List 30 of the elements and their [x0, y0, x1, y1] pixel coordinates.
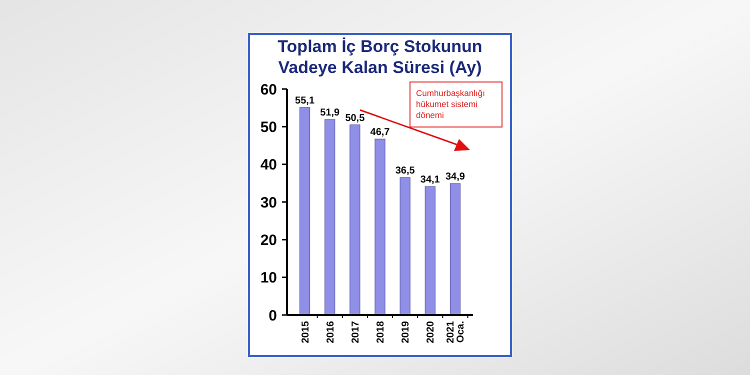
- data-label: 34,9: [445, 172, 466, 183]
- annotation: Cumhurbaşkanlığı hükumet sistemi dönemi: [416, 88, 485, 120]
- data-label: 46,7: [370, 127, 390, 138]
- bar: [374, 138, 386, 316]
- y-tick-label: 60: [260, 81, 277, 98]
- data-label: 36,5: [395, 166, 416, 177]
- bar: [450, 183, 461, 316]
- chart-title: Toplam İç Borç Stokunun Vadeye Kalan Süresi (Ay): [278, 37, 482, 77]
- y-tick-label: 10: [260, 270, 277, 287]
- data-label: 51,9: [320, 108, 340, 119]
- x-tick-label: 2019: [400, 320, 412, 344]
- bar: [424, 186, 436, 316]
- data-label: 34,1: [420, 174, 440, 186]
- x-tick-label: 2016: [325, 320, 336, 344]
- x-tick-label: 2017: [350, 320, 362, 344]
- x-tick-label: 2015: [300, 320, 312, 344]
- y-tick-label: 30: [260, 194, 277, 212]
- x-tick-label: 2020: [426, 320, 437, 344]
- bar: [299, 107, 310, 316]
- bar: [324, 119, 336, 316]
- y-tick-label: 0: [268, 307, 277, 324]
- bar: [350, 124, 360, 316]
- bar: [400, 177, 410, 316]
- x-tick-label: 2021 Oca.: [446, 320, 467, 344]
- y-tick-label: 50: [260, 118, 277, 136]
- y-tick-label: 40: [260, 156, 277, 174]
- data-label: 55,1: [295, 95, 315, 106]
- y-tick-label: 20: [260, 232, 277, 249]
- x-tick-label: 2018: [376, 320, 386, 344]
- data-label: 50,5: [345, 112, 366, 124]
